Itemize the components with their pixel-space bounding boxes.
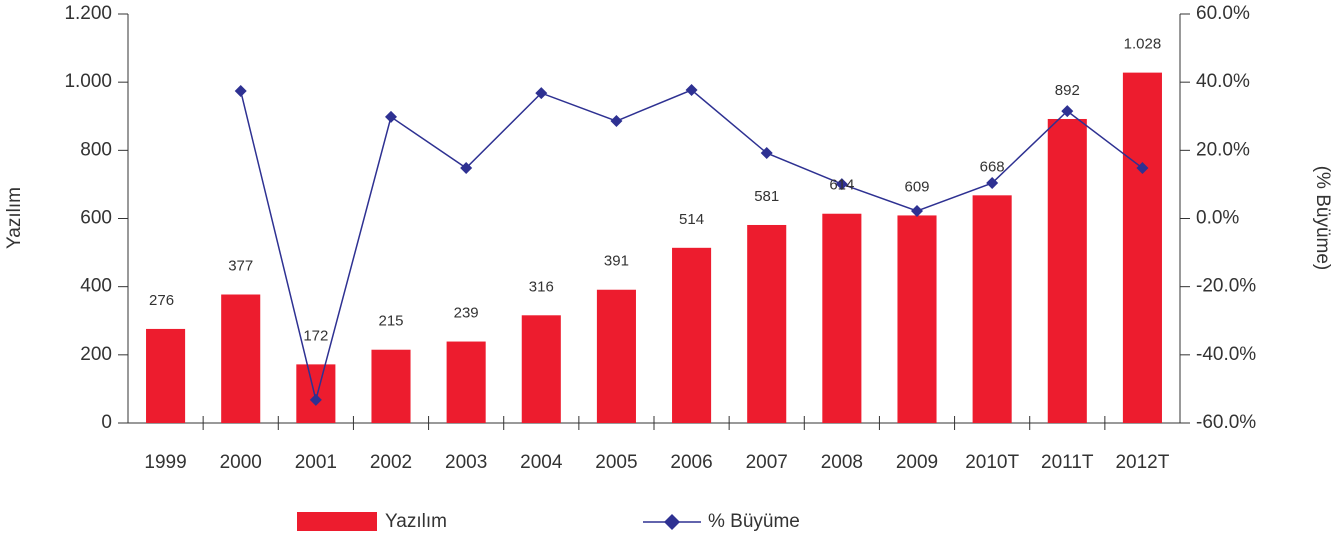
y-tick-label: 200 [80, 344, 112, 365]
y-axis-title: Yazılım [4, 187, 25, 249]
y2-tick-label: -40.0% [1196, 344, 1256, 365]
value-label: 377 [228, 257, 253, 274]
y2-tick-label: -20.0% [1196, 276, 1256, 297]
value-label: 215 [378, 313, 403, 330]
y-tick-label: 800 [80, 139, 112, 160]
x-tick-label: 2002 [370, 452, 412, 473]
x-tick-label: 2008 [821, 452, 863, 473]
y2-tick-label: 20.0% [1196, 139, 1250, 160]
bar [897, 215, 937, 423]
x-tick-label: 2006 [670, 452, 712, 473]
growth-marker [535, 87, 548, 100]
bar [1047, 118, 1087, 423]
bar [221, 294, 261, 423]
bar [521, 315, 561, 423]
x-tick-label: 2001 [295, 452, 337, 473]
x-tick-label: 2011T [1041, 452, 1094, 473]
y-tick-label: 600 [80, 208, 112, 229]
value-label: 892 [1055, 82, 1080, 99]
growth-marker [1061, 105, 1074, 118]
value-label: 391 [604, 253, 629, 270]
growth-marker [835, 178, 848, 191]
growth-marker [460, 162, 473, 175]
growth-marker [760, 147, 773, 160]
x-tick-label: 2007 [746, 452, 788, 473]
y-tick-label: 1.000 [64, 71, 112, 92]
x-tick-label: 2003 [445, 452, 487, 473]
bar [822, 213, 862, 423]
y-tick-label: 400 [80, 276, 112, 297]
bar [747, 224, 787, 423]
y2-tick-label: 0.0% [1196, 208, 1239, 229]
growth-marker [234, 85, 247, 98]
bar [146, 328, 186, 423]
value-label: 609 [904, 178, 929, 195]
growth-marker [385, 110, 397, 123]
value-label: 514 [679, 211, 704, 228]
legend-marker [664, 514, 680, 530]
value-label: 172 [303, 327, 328, 344]
growth-marker [610, 115, 623, 128]
legend-swatch [297, 512, 377, 531]
y2-tick-label: 60.0% [1196, 3, 1250, 24]
bar [1122, 72, 1162, 423]
x-tick-label: 1999 [144, 452, 186, 473]
bar [596, 289, 636, 423]
y2-axis-title: (% Büyüme) [1312, 166, 1333, 271]
legend-label: % Büyüme [708, 511, 800, 532]
growth-marker [986, 177, 999, 190]
y-tick-label: 0 [101, 412, 112, 433]
y2-tick-label: 40.0% [1196, 71, 1250, 92]
value-label: 1.028 [1124, 36, 1162, 53]
value-label: 316 [529, 278, 554, 295]
growth-marker [911, 205, 923, 218]
legend-label: Yazılım [385, 511, 447, 532]
growth-marker [1136, 162, 1149, 175]
y-tick-label: 1.200 [64, 3, 112, 24]
growth-marker [309, 393, 322, 406]
bar [446, 341, 486, 423]
value-label: 614 [829, 177, 854, 194]
value-label: 668 [980, 158, 1005, 175]
x-tick-label: 2010T [965, 452, 1019, 473]
bar [371, 349, 411, 423]
bar [972, 195, 1012, 423]
growth-marker [685, 84, 698, 97]
bar [672, 247, 712, 423]
x-tick-label: 2009 [896, 452, 938, 473]
x-tick-label: 2012T [1115, 452, 1169, 473]
x-tick-label: 2004 [520, 452, 563, 473]
x-tick-label: 2005 [595, 452, 637, 473]
value-label: 239 [454, 305, 479, 322]
x-tick-label: 2000 [220, 452, 262, 473]
value-label: 276 [149, 292, 174, 309]
bar [296, 364, 336, 423]
value-label: 581 [754, 188, 779, 205]
y2-tick-label: -60.0% [1196, 412, 1256, 433]
